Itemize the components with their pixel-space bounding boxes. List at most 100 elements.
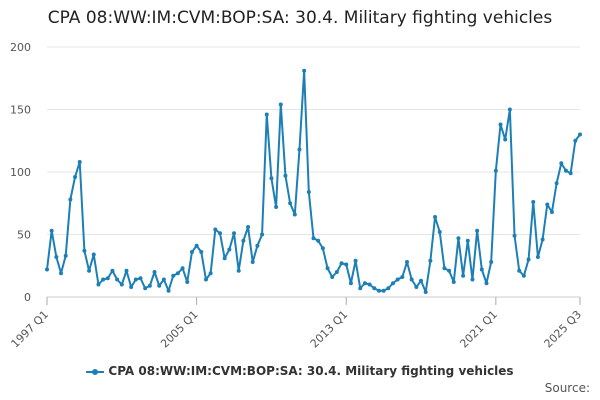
data-point-62 [334,270,339,274]
data-point-32 [194,243,199,248]
data-point-17 [124,268,129,273]
data-point-64 [344,262,349,267]
data-point-100 [512,233,517,238]
data-point-61 [330,275,335,279]
data-point-24 [157,283,162,288]
data-point-102 [521,273,526,278]
data-point-109 [554,181,559,186]
data-point-50 [278,102,283,107]
x-tick-label-2: 2013 Q1 [308,308,351,351]
x-tick-label-3: 2021 Q1 [457,308,500,351]
data-point-96 [493,168,498,173]
data-point-81 [423,290,428,294]
source-label: Source: [544,381,590,395]
legend-label: CPA 08:WW:IM:CVM:BOP:SA: 30.4. Military … [108,364,514,378]
data-point-77 [405,260,410,264]
x-tick-label-1: 2005 Q1 [158,308,201,351]
data-point-106 [540,237,545,242]
data-point-65 [348,281,353,286]
y-tick-label-2: 100 [10,166,31,179]
data-point-104 [531,200,536,204]
data-point-74 [390,281,395,286]
data-point-60 [325,266,330,271]
y-tick-label-3: 150 [10,104,31,117]
data-point-57 [311,236,316,241]
data-point-28 [175,271,180,276]
data-point-58 [316,238,321,243]
data-point-90 [465,238,470,243]
data-point-105 [535,255,540,259]
data-point-26 [166,288,171,293]
series-line [46,69,581,293]
data-point-80 [419,278,424,283]
data-point-88 [456,236,461,241]
data-point-73 [386,286,391,291]
data-point-7 [77,160,82,164]
data-point-30 [185,280,190,284]
data-point-68 [362,281,367,286]
data-point-111 [563,168,568,173]
data-point-63 [339,261,344,266]
data-point-112 [568,171,573,176]
data-point-53 [292,212,297,217]
data-point-108 [549,210,554,214]
data-point-35 [208,271,213,276]
data-point-114 [578,132,582,137]
data-point-31 [189,250,194,254]
data-point-85 [442,266,447,271]
data-point-113 [573,138,578,143]
legend-line-marker-icon [86,367,105,377]
data-point-40 [232,231,237,236]
data-point-70 [372,286,377,291]
data-point-3 [59,271,64,276]
data-point-94 [484,281,489,286]
data-point-93 [479,267,484,272]
data-point-98 [503,137,508,142]
data-point-87 [451,280,456,284]
data-point-48 [269,176,274,181]
data-point-45 [255,243,260,248]
data-point-75 [395,277,400,282]
data-point-42 [241,238,246,243]
x-tick-label-4: 2025 Q3 [542,308,585,351]
data-point-59 [320,246,325,251]
data-point-20 [138,276,143,281]
legend[interactable]: CPA 08:WW:IM:CVM:BOP:SA: 30.4. Military … [0,364,600,378]
data-point-99 [507,107,512,112]
data-point-12 [101,277,106,282]
data-point-76 [400,275,405,279]
y-tick-label-4: 200 [10,41,31,54]
data-point-67 [358,286,363,291]
data-point-51 [283,173,288,178]
data-point-9 [87,268,92,273]
data-point-107 [545,202,550,207]
data-point-13 [105,276,110,281]
data-point-78 [409,277,414,282]
y-tick-label-1: 50 [17,229,31,242]
x-tick-label-0: 1997 Q1 [9,308,52,351]
data-point-34 [203,277,208,282]
data-point-83 [433,215,438,219]
data-point-0 [45,267,49,272]
data-point-95 [489,260,494,264]
data-point-15 [115,277,120,282]
data-point-72 [381,288,386,293]
data-point-71 [376,288,381,293]
data-point-55 [302,68,307,73]
data-point-54 [297,147,302,152]
data-point-14 [110,268,115,273]
data-point-8 [82,248,87,253]
data-point-27 [171,273,176,278]
data-point-84 [437,230,442,234]
data-point-18 [129,285,134,289]
data-point-11 [96,282,101,287]
data-point-69 [367,282,372,287]
data-point-79 [414,285,419,289]
data-point-97 [498,122,503,127]
data-point-66 [353,258,358,263]
data-point-29 [180,266,185,271]
data-point-92 [475,228,480,233]
data-point-23 [152,270,157,274]
data-point-5 [68,197,73,202]
